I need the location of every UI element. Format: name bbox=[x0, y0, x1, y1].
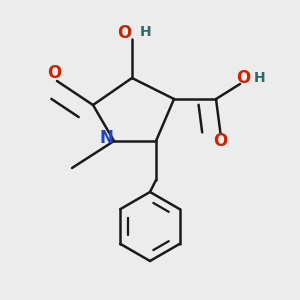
Text: N: N bbox=[100, 129, 113, 147]
Text: H: H bbox=[254, 71, 265, 85]
Text: O: O bbox=[47, 64, 61, 82]
Text: H: H bbox=[140, 25, 151, 38]
Text: O: O bbox=[117, 24, 132, 42]
Text: O: O bbox=[236, 69, 250, 87]
Text: O: O bbox=[213, 132, 228, 150]
